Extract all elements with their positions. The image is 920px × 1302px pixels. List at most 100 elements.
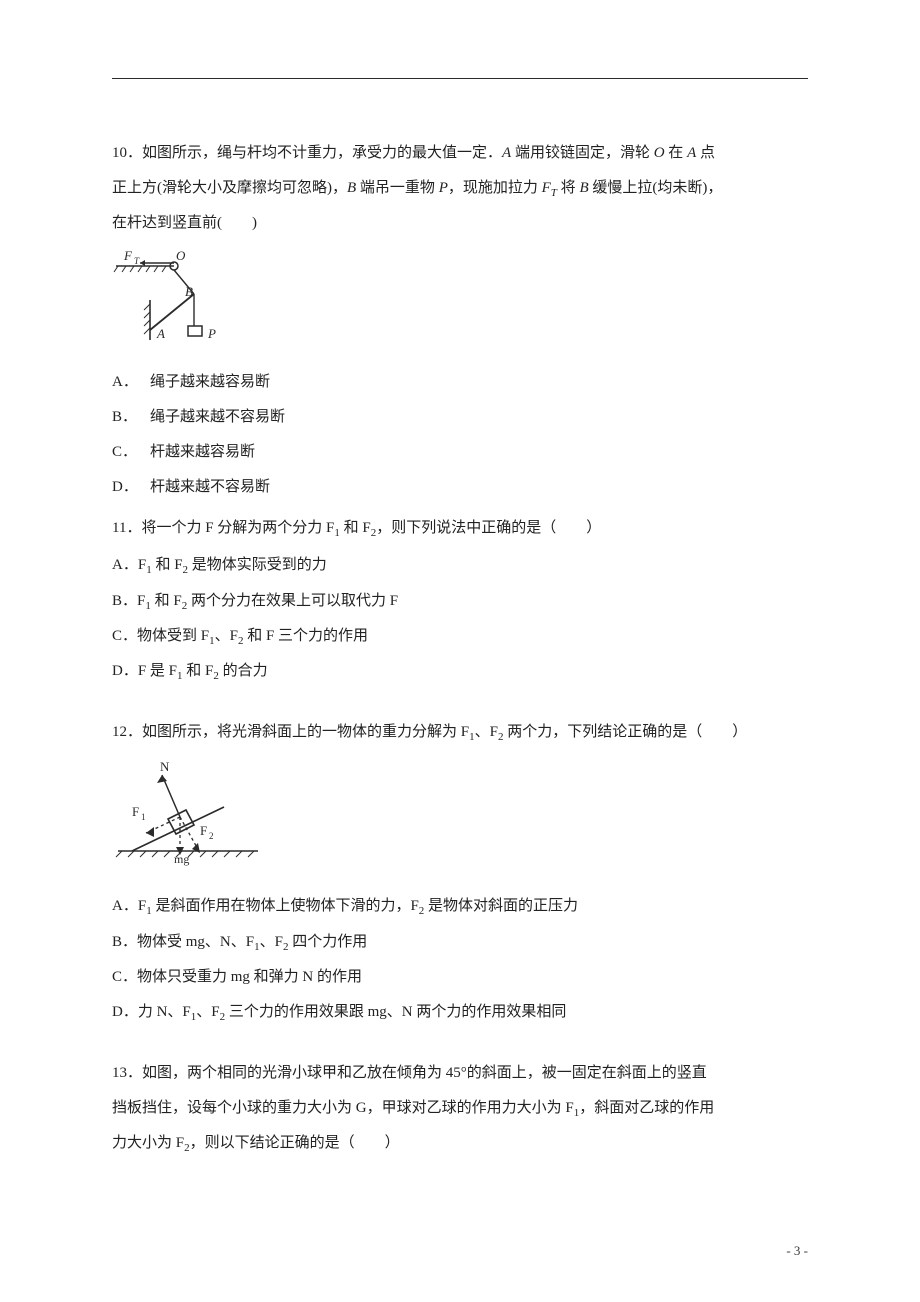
q11-opt-D-label: D．	[112, 663, 138, 679]
q10-opt-D-label: D．	[112, 471, 140, 504]
q11-opt-A-c: 是物体实际受到的力	[188, 557, 327, 573]
q10-figure: F T O B A P	[112, 248, 808, 356]
q10-opt-A-label: A．	[112, 366, 140, 399]
q10-opt-D-text: 杆越来越不容易断	[150, 479, 270, 495]
q10-B2-italic: B	[579, 180, 588, 196]
q10-fig-label-B: B	[185, 284, 193, 299]
q10-text-2e: 缓慢上拉(均未断)，	[589, 180, 723, 196]
q12-opt-B-c: 四个力作用	[288, 934, 367, 950]
q10-text-2a: 正上方(滑轮大小及摩擦均可忽略)，	[112, 180, 347, 196]
q11-opt-A-label: A．	[112, 557, 138, 573]
q11-opt-D: D．F 是 F1 和 F2 的合力	[112, 655, 808, 688]
q10-text-1: 10．如图所示，绳与杆均不计重力，承受力的最大值一定．	[112, 145, 502, 161]
q10-opt-A: A． 绳子越来越容易断	[112, 366, 808, 399]
q10-text-2c: ，现施加拉力	[448, 180, 542, 196]
q12-opt-A-c: 是物体对斜面的正压力	[424, 898, 578, 914]
q10-P-italic: P	[439, 180, 448, 196]
spacer-1	[112, 696, 808, 716]
q13-line3: 力大小为 F2，则以下结论正确的是（ ）	[112, 1127, 808, 1160]
q10-text-1c: 在	[665, 145, 688, 161]
q13-line2b: ，斜面对乙球的作用	[579, 1100, 714, 1116]
q10-line2: 正上方(滑轮大小及摩擦均可忽略)，B 端吊一重物 P，现施加拉力 FT 将 B …	[112, 172, 808, 205]
q10-opt-B-label: B．	[112, 401, 140, 434]
q11-opt-A-a: F	[138, 557, 146, 573]
q12-opt-B-b: 、F	[260, 934, 283, 950]
q11-opt-C-c: 和 F 三个力的作用	[243, 628, 368, 644]
q11-opt-D-c: 的合力	[219, 663, 268, 679]
q12-opt-C-label: C．	[112, 969, 137, 985]
q10-FT-italic: F	[542, 180, 551, 196]
page: 10．如图所示，绳与杆均不计重力，承受力的最大值一定．A 端用铰链固定，滑轮 O…	[0, 0, 920, 1302]
q12-opt-C-text: 物体只受重力 mg 和弹力 N 的作用	[137, 969, 362, 985]
q10-O-italic: O	[654, 145, 665, 161]
q10-fig-label-A: A	[156, 326, 165, 341]
q11-opt-D-b: 和 F	[183, 663, 214, 679]
q12-options: A．F1 是斜面作用在物体上使物体下滑的力，F2 是物体对斜面的正压力 B．物体…	[112, 890, 808, 1029]
q12-opt-B-a: 物体受 mg、N、F	[137, 934, 254, 950]
q13-line3b: ，则以下结论正确的是（ ）	[190, 1135, 400, 1151]
q10-A2-italic: A	[687, 145, 696, 161]
q10-opt-C-text: 杆越来越容易断	[150, 444, 255, 460]
q10-opt-D: D． 杆越来越不容易断	[112, 471, 808, 504]
q12-opt-A-a: F	[138, 898, 146, 914]
q11-stem-c: ，则下列说法中正确的是（ ）	[376, 520, 601, 536]
q12-opt-A-b: 是斜面作用在物体上使物体下滑的力，F	[152, 898, 419, 914]
q12-opt-D-b: 、F	[196, 1004, 219, 1020]
q11-opt-D-a: F 是 F	[138, 663, 177, 679]
q12-fig-label-mg: mg	[174, 852, 189, 866]
q12-fig-label-F1: F	[132, 804, 139, 819]
q12-opt-B-label: B．	[112, 934, 137, 950]
q13-line1: 13．如图，两个相同的光滑小球甲和乙放在倾角为 45°的斜面上，被一固定在斜面上…	[112, 1057, 808, 1090]
q12-fig-label-N: N	[160, 759, 170, 774]
q11-opt-A: A．F1 和 F2 是物体实际受到的力	[112, 549, 808, 582]
q13-line2a: 挡板挡住，设每个小球的重力大小为 G，甲球对乙球的作用力大小为 F	[112, 1100, 574, 1116]
q11-opt-B-label: B．	[112, 593, 137, 609]
q10-B-italic: B	[347, 180, 356, 196]
q12-opt-D-c: 三个力的作用效果跟 mg、N 两个力的作用效果相同	[225, 1004, 566, 1020]
q10-opt-C-label: C．	[112, 436, 140, 469]
q12-fig-label-F2-sub: 2	[209, 831, 214, 841]
q12-figure: N F 1 F 2 mg	[112, 757, 808, 880]
q10-text-1b: 端用铰链固定，滑轮	[511, 145, 654, 161]
q12-opt-B: B．物体受 mg、N、F1、F2 四个力作用	[112, 926, 808, 959]
q11-opt-B: B．F1 和 F2 两个分力在效果上可以取代力 F	[112, 585, 808, 618]
q11-opt-B-c: 两个分力在效果上可以取代力 F	[187, 593, 398, 609]
q12-fig-label-F1-sub: 1	[141, 812, 146, 822]
q10-opt-C: C． 杆越来越容易断	[112, 436, 808, 469]
q12-opt-A-label: A．	[112, 898, 138, 914]
q12-opt-D: D．力 N、F1、F2 三个力的作用效果跟 mg、N 两个力的作用效果相同	[112, 996, 808, 1029]
q12-opt-D-label: D．	[112, 1004, 138, 1020]
q10-line3: 在杆达到竖直前( )	[112, 207, 808, 240]
q11-opt-C-label: C．	[112, 628, 137, 644]
q13-line3a: 力大小为 F	[112, 1135, 184, 1151]
q12-stem-c: 两个力，下列结论正确的是（ ）	[503, 724, 747, 740]
q10-fig-label-O: O	[176, 248, 186, 263]
spacer-2	[112, 1037, 808, 1057]
q12-stem: 12．如图所示，将光滑斜面上的一物体的重力分解为 F1、F2 两个力，下列结论正…	[112, 716, 808, 749]
q10-options: A． 绳子越来越容易断 B． 绳子越来越不容易断 C． 杆越来越容易断 D． 杆越来越不…	[112, 366, 808, 504]
q12-opt-D-a: 力 N、F	[138, 1004, 191, 1020]
q10-opt-B-text: 绳子越来越不容易断	[150, 409, 285, 425]
q12-opt-A: A．F1 是斜面作用在物体上使物体下滑的力，F2 是物体对斜面的正压力	[112, 890, 808, 923]
q10-A-italic: A	[502, 145, 511, 161]
q10-fig-label-FT-sub: T	[134, 256, 140, 266]
q12-svg: N F 1 F 2 mg	[112, 757, 262, 867]
q10-fig-label-P: P	[207, 326, 216, 341]
q10-opt-B: B． 绳子越来越不容易断	[112, 401, 808, 434]
q11-opt-C: C．物体受到 F1、F2 和 F 三个力的作用	[112, 620, 808, 653]
page-number: - 3 -	[786, 1237, 808, 1266]
q12-opt-C: C．物体只受重力 mg 和弹力 N 的作用	[112, 961, 808, 994]
q11-opt-C-b: 、F	[215, 628, 238, 644]
q12-fig-label-F2: F	[200, 823, 207, 838]
q11-opt-C-a: 物体受到 F	[137, 628, 209, 644]
q13-line2: 挡板挡住，设每个小球的重力大小为 G，甲球对乙球的作用力大小为 F1，斜面对乙球…	[112, 1092, 808, 1125]
q10-line1: 10．如图所示，绳与杆均不计重力，承受力的最大值一定．A 端用铰链固定，滑轮 O…	[112, 137, 808, 170]
q10-svg: F T O B A P	[112, 248, 232, 343]
q10-text-2d: 将	[557, 180, 580, 196]
q10-opt-A-text: 绳子越来越容易断	[150, 374, 270, 390]
q11-opt-A-b: 和 F	[152, 557, 183, 573]
q11-opt-B-b: 和 F	[151, 593, 182, 609]
q10-text-2b: 端吊一重物	[356, 180, 439, 196]
q11-stem-a: 11．将一个力 F 分解为两个分力 F	[112, 520, 334, 536]
q11-options: A．F1 和 F2 是物体实际受到的力 B．F1 和 F2 两个分力在效果上可以…	[112, 549, 808, 688]
